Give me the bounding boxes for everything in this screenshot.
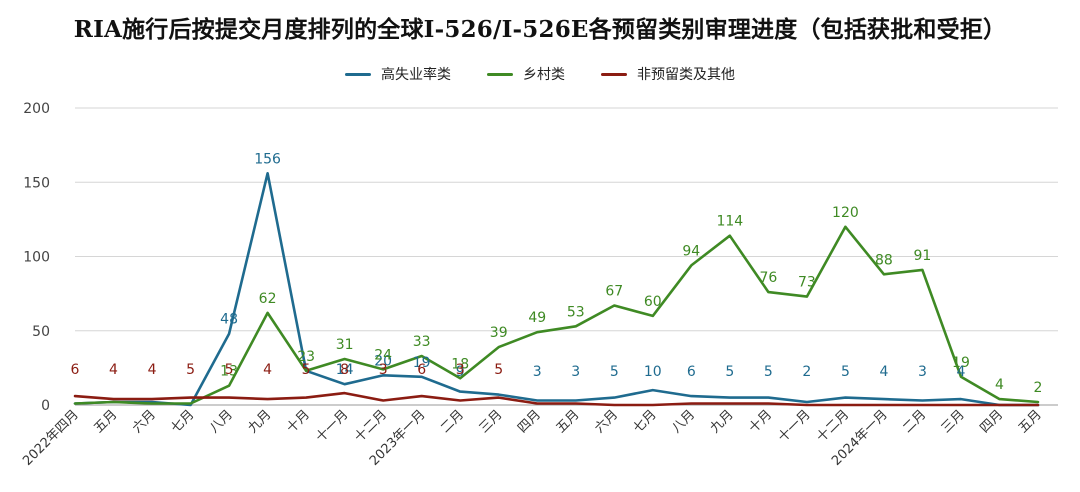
data-label: 3 [571,364,580,380]
data-label: 91 [914,248,932,264]
x-tick-label: 七月 [631,407,660,436]
series-line [73,172,1040,407]
x-tick-label: 八月 [669,407,698,436]
data-label: 6 [687,364,696,380]
data-label: 19 [413,355,431,371]
data-label: 4 [879,364,888,380]
x-tick-label: 2022年四月 [20,407,82,469]
data-label: 94 [682,243,700,259]
y-tick-label: 100 [23,250,50,266]
data-label: 33 [413,334,431,350]
data-label: 6 [417,362,426,378]
y-tick-label: 50 [32,324,50,340]
x-tick-label: 十一月 [776,407,814,445]
data-label: 76 [759,270,777,286]
data-label: 3 [918,364,927,380]
data-label: 156 [254,151,281,167]
data-label: 20 [374,353,392,369]
data-label: 3 [379,362,388,378]
data-label: 114 [716,214,743,230]
data-label: 5 [725,364,734,380]
data-label: 9 [456,364,465,380]
data-label: 53 [567,304,585,320]
x-tick-label: 五月 [91,407,120,436]
data-label: 8 [340,362,349,378]
data-label: 39 [490,325,508,341]
legend-swatch-unreserved [601,72,627,76]
data-label: 2 [1034,380,1043,396]
data-label: 23 [297,349,315,365]
data-label: 62 [259,291,277,307]
data-label: 49 [528,310,546,326]
y-tick-label: 0 [41,398,50,414]
x-tick-label: 十月 [746,407,775,436]
series-line [73,391,1040,407]
data-label: 31 [336,337,354,353]
legend-swatch-rural [487,72,513,76]
x-tick-label: 二月 [900,407,929,436]
data-label: 10 [644,364,662,380]
data-label: 4 [148,362,157,378]
x-tick-label: 十月 [284,407,313,436]
data-label: 19 [952,355,970,371]
data-label: 4 [109,362,118,378]
y-tick-label: 150 [23,175,50,191]
data-label: 67 [605,284,623,300]
data-label: 4 [263,362,272,378]
chart-title: RIA施行后按提交月度排列的全球I-526/I-526E各预留类别审理进度（包括… [73,16,1007,43]
data-label: 60 [644,294,662,310]
x-tick-label: 四月 [977,407,1006,436]
data-label: 4 [956,364,965,380]
data-label: 5 [186,362,195,378]
data-label: 5 [610,364,619,380]
x-tick-label: 四月 [515,407,544,436]
y-tick-label: 200 [23,101,50,117]
legend-label-high-unemployment: 高失业率类 [381,67,451,83]
x-tick-label: 六月 [592,407,621,436]
x-tick-label: 六月 [130,407,159,436]
data-label: 3 [533,364,542,380]
data-label: 5 [764,364,773,380]
x-tick-label: 七月 [168,407,197,436]
legend-swatch-high-unemployment [345,72,371,76]
x-tick-label: 八月 [207,407,236,436]
x-tick-label: 十一月 [313,407,351,445]
x-tick-label: 五月 [554,407,583,436]
data-label: 13 [220,364,238,380]
legend-item-high-unemployment: 高失业率类 [345,64,451,84]
data-label: 88 [875,252,893,268]
data-label: 5 [302,362,311,378]
data-label: 14 [336,362,354,378]
data-label: 6 [71,362,80,378]
legend: 高失业率类 乡村类 非预留类及其他 [0,64,1080,84]
data-label: 48 [220,312,238,328]
data-label: 2 [802,364,811,380]
data-label: 5 [494,362,503,378]
data-label: 4 [995,377,1004,393]
legend-item-rural: 乡村类 [487,64,565,84]
data-label: 5 [841,364,850,380]
data-label: 24 [374,347,392,363]
x-tick-label: 九月 [245,407,274,436]
data-label: 3 [456,362,465,378]
x-tick-label: 九月 [708,407,737,436]
legend-label-unreserved: 非预留类及其他 [637,67,735,83]
x-tick-label: 三月 [939,407,968,436]
data-label: 18 [451,356,469,372]
legend-label-rural: 乡村类 [523,67,565,83]
x-tick-label: 二月 [438,407,467,436]
x-tick-label: 三月 [477,407,506,436]
data-label: 120 [832,205,859,221]
data-label: 5 [225,362,234,378]
data-label: 73 [798,275,816,291]
legend-item-unreserved: 非预留类及其他 [601,64,735,84]
series-line [73,225,1040,405]
x-tick-label: 五月 [1016,407,1045,436]
